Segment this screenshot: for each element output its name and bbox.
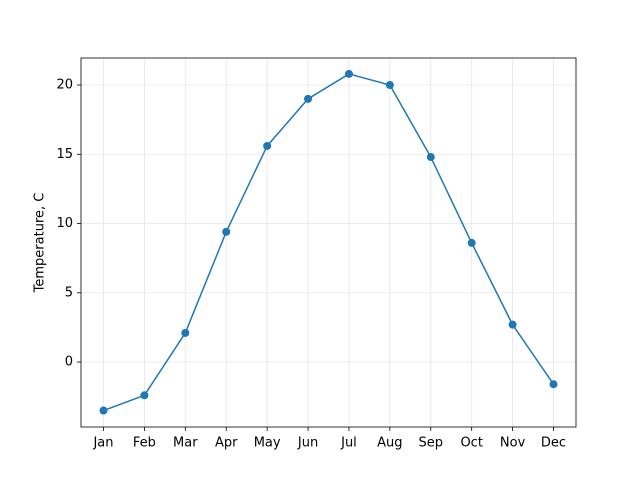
x-tick-label: Jul <box>340 436 357 451</box>
plot-frame <box>80 57 577 428</box>
y-tick-label: 15 <box>56 147 73 162</box>
point <box>99 406 108 415</box>
point <box>304 94 313 103</box>
series-line <box>103 73 555 412</box>
x-tick-label: Dec <box>541 436 566 451</box>
point <box>426 153 435 162</box>
x-tick-label: Apr <box>215 436 238 451</box>
x-tick-label: Feb <box>133 436 156 451</box>
point <box>263 141 272 150</box>
point <box>467 238 476 247</box>
point <box>344 69 353 78</box>
x-tick-label: Oct <box>460 436 482 451</box>
x-tick-label: May <box>254 436 281 451</box>
point <box>181 328 190 337</box>
y-tick-label: 5 <box>65 285 73 300</box>
x-tick-label: Mar <box>173 436 198 451</box>
x-tick-label: Aug <box>377 436 402 451</box>
point <box>140 391 149 400</box>
point <box>385 81 394 90</box>
point <box>222 227 231 236</box>
x-tick-label: Nov <box>500 436 526 451</box>
y-tick-label: 20 <box>56 78 73 93</box>
y-tick-label: 10 <box>56 216 73 231</box>
point <box>549 380 558 389</box>
point <box>508 320 517 329</box>
x-tick-label: Jun <box>297 436 318 451</box>
y-axis-label: Temperature, C <box>33 193 48 294</box>
x-tick-label: Jan <box>92 436 113 451</box>
x-tick-label: Sep <box>419 436 444 451</box>
y-tick-label: 0 <box>65 355 73 370</box>
